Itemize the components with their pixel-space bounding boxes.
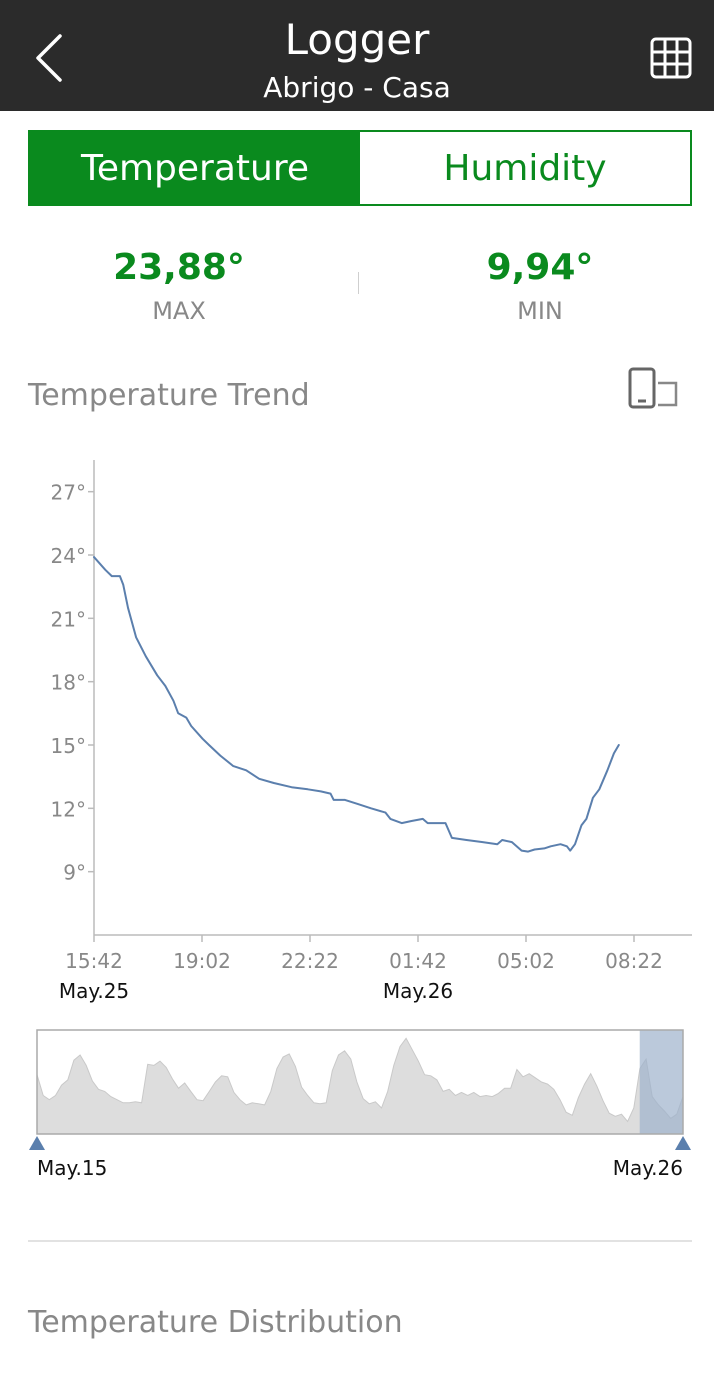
- y-tick-label: 24°: [51, 544, 86, 568]
- x-tick-label: 01:42: [389, 949, 447, 973]
- page-title: Logger: [284, 15, 430, 64]
- x-tick-label: 08:22: [605, 949, 663, 973]
- min-stat: 9,94° MIN: [380, 244, 700, 326]
- distribution-section-title: Temperature Distribution: [28, 1305, 403, 1340]
- chevron-left-icon: [36, 34, 62, 82]
- y-tick-label: 27°: [51, 481, 86, 505]
- range-start-handle[interactable]: [29, 1136, 45, 1150]
- tab-temperature[interactable]: Temperature: [30, 132, 360, 204]
- overview-frame: [36, 1029, 684, 1135]
- stat-divider: [358, 272, 359, 294]
- table-grid-icon: [650, 37, 692, 79]
- tab-humidity[interactable]: Humidity: [360, 132, 690, 204]
- max-value: 23,88°: [113, 247, 245, 288]
- y-tick-label: 12°: [51, 797, 86, 821]
- temperature-series-line: [93, 556, 620, 853]
- x-date-label: May.25: [59, 979, 129, 1003]
- range-selection: [639, 1030, 683, 1134]
- y-tick-label: 9°: [63, 861, 86, 885]
- rotate-device-icon: [628, 367, 678, 409]
- section-divider: [28, 1240, 692, 1242]
- page-subtitle: Abrigo - Casa: [263, 71, 451, 104]
- overview-end-date: May.26: [613, 1156, 683, 1180]
- trend-section-title: Temperature Trend: [28, 378, 310, 413]
- overview-area: [36, 1037, 684, 1135]
- y-tick-label: 15°: [51, 734, 86, 758]
- top-bar: Logger Abrigo - Casa: [0, 0, 714, 111]
- rotate-button[interactable]: [628, 367, 678, 409]
- x-tick-label: 15:42: [65, 949, 123, 973]
- x-tick-label: 22:22: [281, 949, 339, 973]
- metric-tabs: Temperature Humidity: [28, 130, 692, 206]
- max-stat: 23,88° MAX: [19, 244, 339, 326]
- range-overview-chart[interactable]: May.15 May.26: [0, 1020, 714, 1190]
- x-tick-label: 05:02: [497, 949, 555, 973]
- back-button[interactable]: [28, 30, 72, 86]
- overview-start-date: May.15: [37, 1156, 107, 1180]
- table-view-button[interactable]: [650, 37, 692, 79]
- x-tick-label: 19:02: [173, 949, 231, 973]
- y-tick-label: 21°: [51, 607, 86, 631]
- range-end-handle[interactable]: [675, 1136, 691, 1150]
- max-label: MAX: [152, 297, 206, 325]
- y-tick-label: 18°: [51, 671, 86, 695]
- min-value: 9,94°: [486, 247, 594, 288]
- temperature-trend-chart: 9° 12° 15° 18° 21° 24° 27° 15:42 19:02 22:22 01:42…: [51, 460, 692, 1003]
- x-date-label: May.26: [383, 979, 453, 1003]
- min-label: MIN: [517, 297, 563, 325]
